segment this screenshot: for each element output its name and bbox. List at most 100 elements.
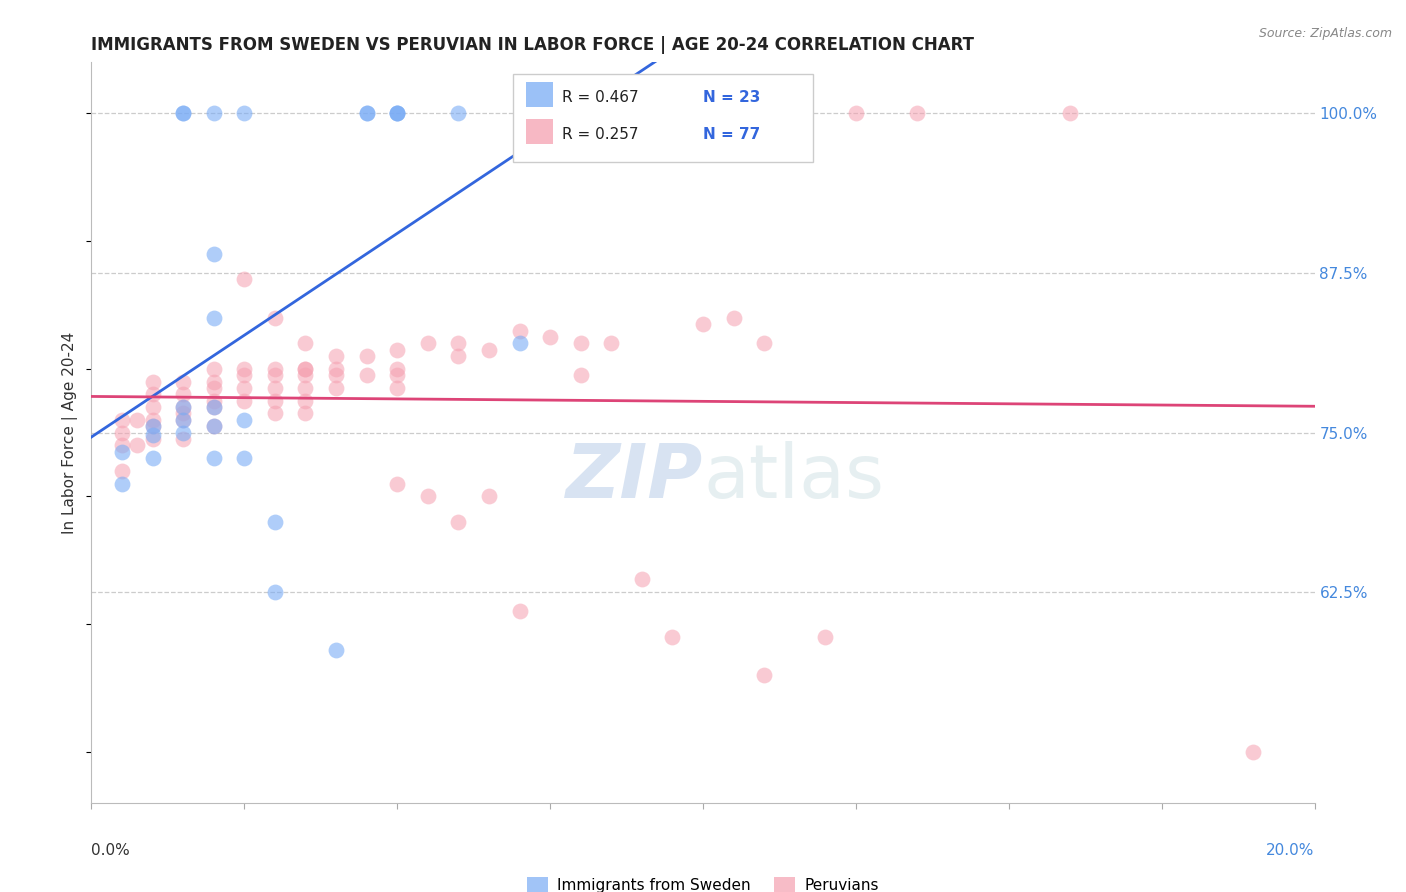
Point [754,336,776,351]
Point [600,336,623,351]
Point [233,393,256,408]
Point [538,330,561,344]
Point [202,419,225,434]
Point [172,413,194,427]
Point [447,515,470,529]
Text: N = 23: N = 23 [703,90,761,104]
Text: ZIP: ZIP [565,441,703,514]
Point [111,425,134,440]
Point [141,375,163,389]
Point [845,106,868,120]
Point [294,393,316,408]
Point [233,361,256,376]
Point [233,381,256,395]
Point [385,343,409,357]
Point [294,381,316,395]
Point [172,432,194,446]
Point [356,349,378,363]
Point [264,381,287,395]
Point [569,368,592,383]
Point [202,106,225,120]
Bar [526,82,553,107]
Point [294,407,316,421]
Point [294,361,316,376]
Point [325,642,347,657]
Point [692,317,714,331]
Point [141,451,163,466]
Point [172,106,194,120]
Point [111,444,134,458]
Point [478,343,501,357]
Point [385,476,409,491]
Point [202,419,225,434]
Point [1059,106,1081,120]
Point [172,413,194,427]
Point [202,393,225,408]
Point [141,413,163,427]
Point [141,428,163,442]
Point [416,336,439,351]
Point [141,419,163,434]
Point [325,361,347,376]
Text: 0.0%: 0.0% [91,843,131,858]
Point [172,407,194,421]
Point [325,368,347,383]
Point [141,387,163,401]
Point [202,400,225,414]
Point [127,413,149,427]
Point [233,413,256,427]
Point [385,368,409,383]
Point [172,425,194,440]
Point [111,464,134,478]
Point [509,336,531,351]
Point [294,336,316,351]
Point [569,336,592,351]
Point [264,368,287,383]
Text: atlas: atlas [703,441,884,514]
Point [172,400,194,414]
Point [172,387,194,401]
Bar [513,73,813,162]
Point [172,375,194,389]
Text: R = 0.257: R = 0.257 [562,127,638,142]
Point [202,381,225,395]
Point [233,451,256,466]
Point [202,375,225,389]
Point [1243,745,1265,759]
Point [264,585,287,599]
Point [233,106,256,120]
Point [233,272,256,286]
Point [814,630,837,644]
Legend: Immigrants from Sweden, Peruvians: Immigrants from Sweden, Peruvians [520,871,886,892]
Point [416,490,439,504]
Text: IMMIGRANTS FROM SWEDEN VS PERUVIAN IN LABOR FORCE | AGE 20-24 CORRELATION CHART: IMMIGRANTS FROM SWEDEN VS PERUVIAN IN LA… [91,36,974,54]
Text: Source: ZipAtlas.com: Source: ZipAtlas.com [1258,27,1392,40]
Point [356,368,378,383]
Point [447,106,470,120]
Point [294,368,316,383]
Point [630,573,652,587]
Point [233,368,256,383]
Point [202,310,225,325]
Point [385,381,409,395]
Point [385,106,409,120]
Point [478,490,501,504]
Point [172,106,194,120]
Point [202,451,225,466]
Point [509,604,531,618]
Point [723,310,745,325]
Point [447,349,470,363]
Point [385,106,409,120]
Point [264,407,287,421]
Point [509,324,531,338]
Point [202,361,225,376]
Point [661,630,683,644]
Y-axis label: In Labor Force | Age 20-24: In Labor Force | Age 20-24 [62,332,79,533]
Point [754,668,776,682]
Point [202,247,225,261]
Point [111,438,134,452]
Point [141,400,163,414]
Point [264,361,287,376]
Point [264,515,287,529]
Point [385,361,409,376]
